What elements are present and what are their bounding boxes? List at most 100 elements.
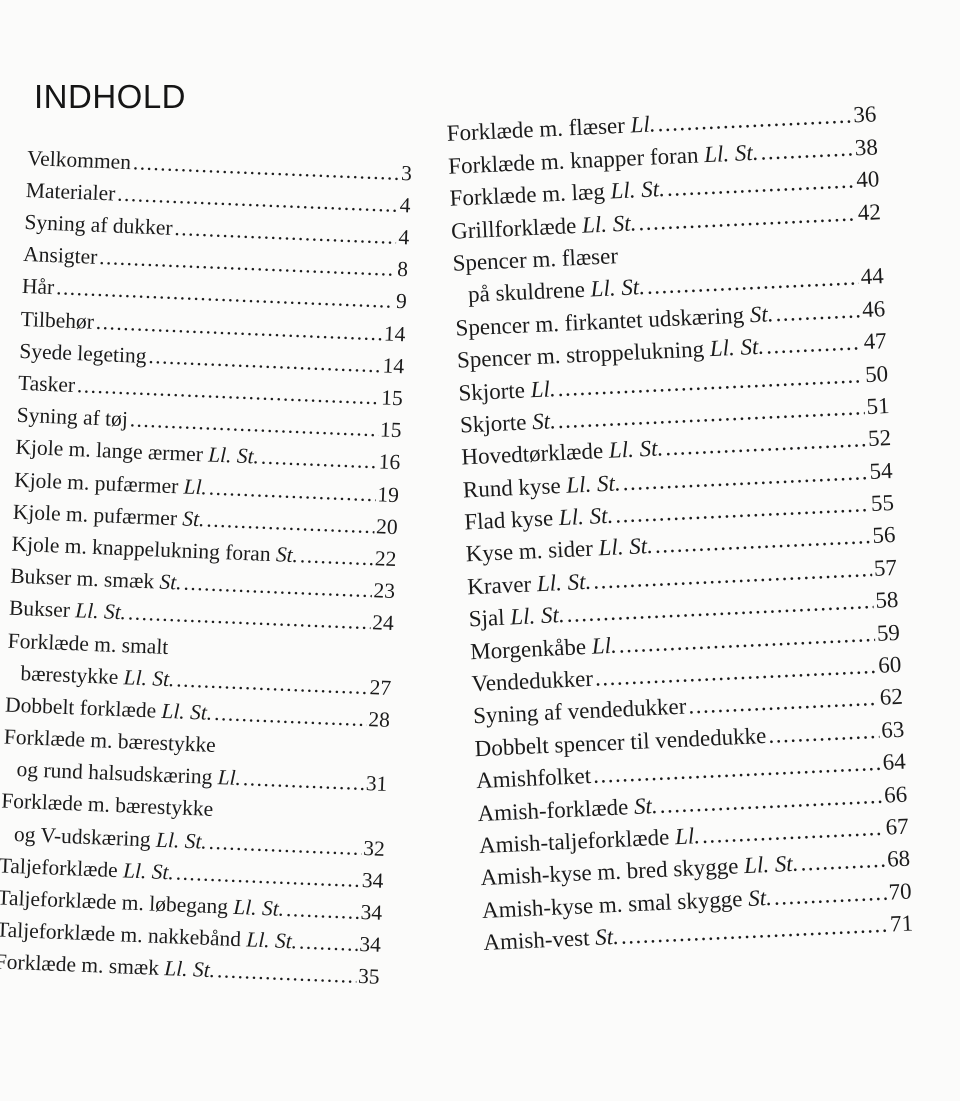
toc-page-number: 46 — [861, 295, 886, 322]
toc-entry-text: Amishfolket — [475, 763, 592, 794]
toc-page-number: 23 — [373, 578, 396, 604]
toc-page-number: 52 — [867, 425, 892, 452]
toc-entry-size: Ll. St. — [122, 858, 175, 885]
toc-page-number: 24 — [371, 610, 395, 636]
toc-entry-title: Tilbehør — [20, 306, 94, 333]
toc-entry-size: St. — [594, 924, 620, 951]
toc-entry-size: Ll. — [674, 823, 701, 850]
toc-entry-size: Ll. St. — [608, 435, 664, 464]
toc-entry-size: Ll. — [591, 632, 618, 659]
toc-entry-size: St. — [531, 408, 557, 435]
toc-entry-text: Taljeforklæde — [0, 853, 119, 882]
toc-entry-text: Syning af tøj — [16, 402, 129, 432]
toc-entry-text: Skjorte — [457, 377, 526, 406]
toc-entry-size: Ll. — [183, 474, 208, 500]
toc-entry-text: Syede legeting — [18, 338, 147, 368]
toc-page-number: 3 — [400, 160, 413, 186]
toc-entry-text: Bukser — [8, 595, 71, 623]
toc-entry-size: Ll. St. — [536, 568, 592, 597]
toc-page-number: 44 — [860, 263, 885, 290]
toc-page-number: 68 — [886, 845, 911, 872]
toc-page-number: 19 — [376, 481, 400, 507]
toc-page-number: 66 — [883, 781, 908, 808]
toc-entry-title: Sjal Ll. St. — [468, 602, 566, 632]
toc-entry-size: St. — [275, 542, 299, 568]
toc-page-number: 60 — [877, 651, 902, 678]
dot-leader — [765, 330, 862, 357]
toc-entry-text: Ansigter — [22, 242, 98, 270]
toc-entry-size: Ll. St. — [743, 851, 799, 879]
toc-page-number: 62 — [879, 684, 904, 711]
toc-page-number: 63 — [880, 716, 905, 743]
dot-leader — [300, 545, 374, 569]
toc-page-number: 67 — [885, 813, 910, 840]
toc-page-number: 50 — [864, 360, 889, 387]
toc-entry-title: Syede legeting — [18, 338, 147, 368]
toc-entry-title: Skjorte St. — [459, 408, 557, 438]
toc-entry-size: St. — [159, 569, 183, 595]
dot-leader — [217, 961, 357, 988]
toc-entry-size: Ll. St. — [509, 602, 566, 630]
toc-page-number: 64 — [882, 748, 907, 775]
toc-page-number: 14 — [382, 353, 405, 379]
toc-page-number: 38 — [854, 134, 879, 161]
dot-leader — [261, 447, 378, 473]
toc-page-number: 35 — [357, 964, 381, 990]
toc-entry-size: Ll. St. — [609, 176, 666, 204]
toc-entry-text: Flad kyse — [463, 505, 554, 535]
toc-entry-title: Amish-vest St. — [482, 924, 620, 956]
toc-entry-size: Ll. — [629, 111, 657, 138]
dot-leader — [620, 913, 888, 948]
toc-page-number: 8 — [396, 257, 409, 282]
toc-page-number: 4 — [399, 192, 412, 218]
toc-page-number: 16 — [378, 449, 401, 475]
dot-leader — [286, 899, 359, 923]
toc-page-number: 15 — [379, 417, 403, 443]
toc-entry-title: Velkommen — [27, 146, 132, 174]
toc-page-number: 42 — [857, 198, 882, 225]
toc-entry-title: Skjorte Ll. — [457, 375, 557, 406]
toc-entry-text: Sjal — [468, 604, 506, 632]
toc-entry-size: St. — [749, 300, 774, 328]
toc-page-number: 9 — [395, 289, 408, 314]
toc-entry-text: Tasker — [17, 370, 76, 398]
toc-entry-size: Ll. St. — [245, 927, 298, 954]
toc-page-number: 20 — [375, 514, 399, 539]
toc-page-number: 28 — [367, 707, 391, 732]
toc-page-number: 70 — [888, 878, 913, 905]
toc-page-number: 14 — [383, 321, 406, 346]
toc-page-number: 34 — [360, 899, 383, 925]
toc-entry-size: Ll. St. — [161, 698, 213, 725]
toc-entry-text: bærestykke — [20, 660, 119, 689]
toc-page-number: 56 — [871, 522, 896, 549]
toc-entry-title: Hår — [21, 274, 55, 300]
toc-entry-size: Ll. St. — [703, 139, 759, 167]
toc-entry-size: Ll. St. — [123, 664, 175, 691]
toc-page-number: 57 — [873, 554, 898, 581]
toc-entry-size: Ll. St. — [565, 470, 622, 498]
toc-entry-text: Skjorte — [459, 409, 527, 438]
toc-entry-size: Ll. St. — [163, 956, 216, 983]
dot-leader — [760, 136, 853, 163]
toc-entry-size: Ll. St. — [74, 598, 127, 625]
toc-page-number: 27 — [369, 674, 392, 700]
dot-leader — [800, 848, 886, 875]
bleed-through-text — [558, 40, 578, 115]
toc-entry-size: Ll. — [530, 375, 557, 402]
toc-entry-text: Morgenkåbe — [469, 633, 587, 664]
toc-entry-size: St. — [181, 506, 205, 532]
toc-entry-title: Tasker — [17, 370, 76, 398]
toc-entry-size: Ll. St. — [155, 827, 208, 854]
toc-column-left: Velkommen3Materialer4Syning af dukker4An… — [0, 137, 413, 989]
toc-page-number: 15 — [380, 385, 404, 411]
toc-page-number: 58 — [874, 587, 899, 614]
toc-entry-text: Kraver — [466, 571, 532, 600]
toc-entry-text: Rund kyse — [462, 472, 562, 503]
toc-entry-text: Forklæde m. smæk — [0, 949, 160, 981]
toc-entry-size: Ll. St. — [558, 502, 614, 531]
toc-page-number: 34 — [358, 932, 382, 957]
dot-leader — [775, 298, 861, 325]
toc-entry-text: Amish-vest — [482, 925, 590, 956]
toc-entry-text: Hår — [21, 274, 55, 300]
